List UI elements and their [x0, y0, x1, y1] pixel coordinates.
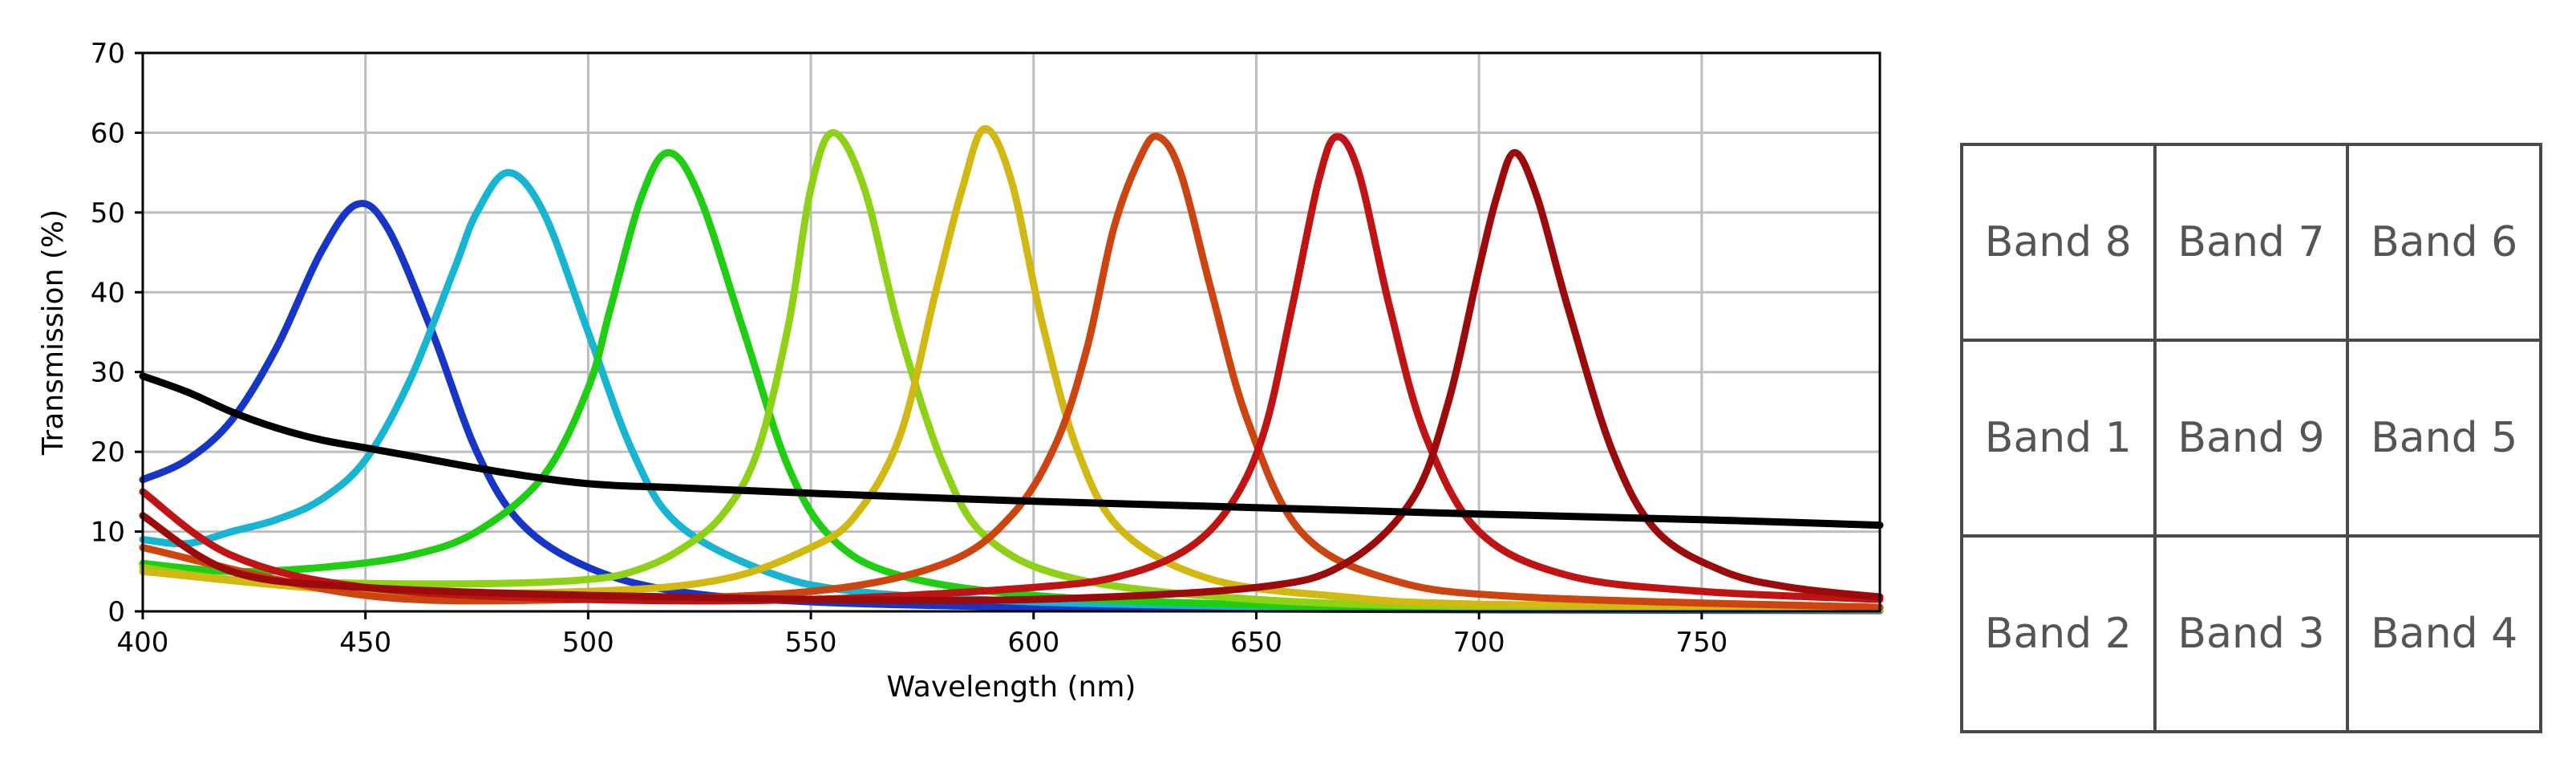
x-tick-label: 650	[1230, 627, 1282, 659]
band-cell: Band 1	[1960, 339, 2157, 538]
x-tick-label: 700	[1453, 627, 1505, 659]
band-row: Band 1 Band 9 Band 5	[1960, 339, 2542, 538]
band-row: Band 2 Band 3 Band 4	[1960, 534, 2542, 733]
series-line-4	[139, 128, 1884, 614]
band-cell: Band 7	[2153, 143, 2350, 342]
grid-lines	[141, 51, 1880, 613]
series-lines	[139, 125, 1884, 615]
y-tick-label: 50	[91, 197, 125, 229]
band-cell: Band 6	[2346, 143, 2542, 342]
series-line-8	[139, 148, 1884, 604]
band-cell: Band 8	[1960, 143, 2157, 342]
series-line-1	[139, 200, 1884, 615]
series-line-5	[139, 125, 1884, 613]
axis-ticks: 400 450 500 550 600 650 700 750 0 10 20 30 40 50 60 70	[91, 38, 1728, 659]
band-row: Band 8 Band 7 Band 6	[1960, 143, 2542, 342]
y-tick-label: 60	[91, 117, 125, 149]
y-tick-label: 70	[91, 38, 125, 70]
y-axis-label: Transmission (%)	[37, 209, 70, 456]
y-tick-label: 0	[107, 596, 125, 628]
y-tick-label: 20	[91, 436, 125, 469]
x-tick-label: 600	[1007, 627, 1059, 659]
transmission-chart: 400 450 500 550 600 650 700 750010203040506070 …	[37, 38, 1884, 704]
x-axis-label: Wavelength (nm)	[887, 671, 1136, 704]
y-tick-label: 10	[91, 517, 125, 549]
series-line-9	[139, 372, 1884, 530]
x-tick-label: 400	[117, 627, 169, 659]
band-layout-grid: Band 8 Band 7 Band 6 Band 1 Band 9 Band …	[1960, 143, 2542, 733]
y-tick-label: 30	[91, 357, 125, 389]
x-tick-label: 450	[339, 627, 391, 659]
plot-frame	[141, 51, 1881, 613]
band-cell: Band 5	[2346, 339, 2542, 538]
y-tick-label: 40	[91, 277, 125, 309]
x-tick-label: 750	[1675, 627, 1727, 659]
x-tick-label: 550	[785, 627, 837, 659]
series-line-3	[139, 148, 1884, 614]
band-cell: Band 3	[2153, 534, 2350, 733]
band-cell: Band 2	[1960, 534, 2157, 733]
series-line-7	[139, 132, 1884, 605]
band-cell: Band 9	[2153, 339, 2350, 538]
series-line-2	[139, 168, 1884, 614]
x-tick-label: 500	[562, 627, 614, 659]
band-cell: Band 4	[2346, 534, 2542, 733]
